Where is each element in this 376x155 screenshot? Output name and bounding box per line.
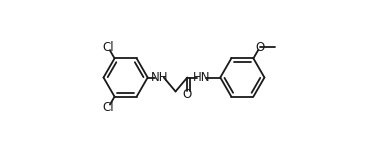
Text: O: O [255,41,265,54]
Text: O: O [183,88,192,101]
Text: Cl: Cl [102,41,114,54]
Text: NH: NH [151,71,168,84]
Text: Cl: Cl [102,101,114,114]
Text: HN: HN [193,71,211,84]
